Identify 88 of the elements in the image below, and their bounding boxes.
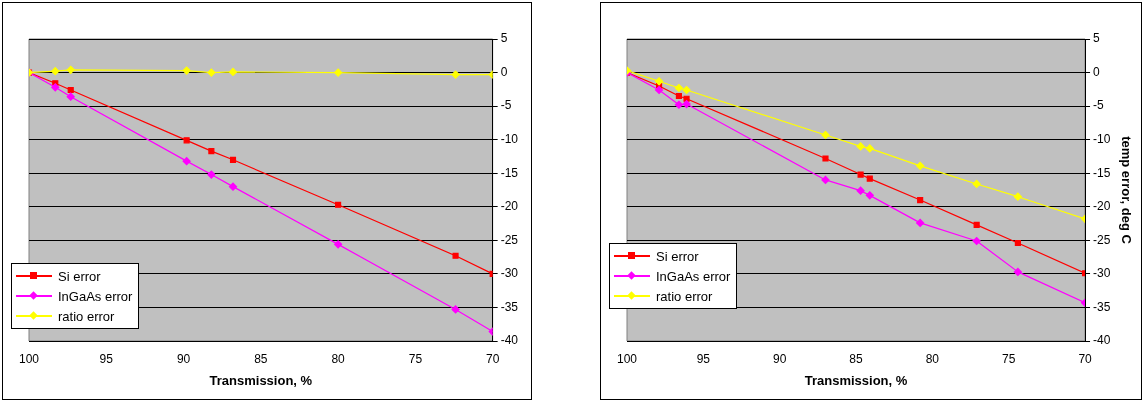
y-tick-label: -20 — [500, 199, 519, 214]
point — [857, 171, 864, 178]
legend-label: InGaAs error — [656, 268, 731, 284]
x-tick-label: 75 — [1002, 351, 1016, 366]
x-tick-label: 70 — [485, 351, 500, 366]
y-tick-label: -10 — [1093, 131, 1111, 146]
y-tick-label: -15 — [1093, 165, 1111, 180]
point — [334, 68, 343, 77]
x-tick-label: 90 — [773, 351, 787, 366]
point — [51, 83, 60, 92]
point — [228, 182, 238, 191]
legend-label: Si error — [58, 268, 101, 284]
x-tick-label: 85 — [849, 351, 864, 366]
y-tick-label: 0 — [1093, 64, 1101, 79]
x-tick-label: 85 — [254, 351, 268, 366]
point — [229, 156, 237, 163]
x-tick-label: 95 — [99, 351, 114, 366]
point — [865, 144, 874, 153]
point — [207, 170, 216, 179]
x-tick-label: 80 — [925, 351, 940, 366]
point — [67, 86, 74, 94]
point — [654, 85, 664, 95]
point — [334, 240, 343, 249]
point — [208, 148, 215, 155]
y-tick-label: -35 — [500, 299, 519, 314]
point — [856, 142, 865, 151]
point — [821, 175, 830, 185]
point — [916, 218, 925, 227]
y-axis-title: temp error, deg C — [1118, 136, 1134, 245]
point — [674, 100, 684, 109]
point — [451, 305, 460, 314]
y-tick-label: -35 — [1093, 299, 1111, 314]
y-tick-label: -30 — [500, 266, 519, 281]
point — [682, 100, 691, 109]
point — [228, 67, 238, 76]
point — [1081, 270, 1086, 277]
y-tick-label: -20 — [1093, 199, 1111, 214]
point — [866, 175, 873, 182]
y-tick-label: -10 — [500, 131, 519, 146]
x-tick-label: 90 — [176, 351, 191, 366]
point — [916, 161, 925, 170]
y-tick-label: 5 — [1093, 31, 1101, 46]
point — [452, 252, 459, 259]
point — [66, 65, 75, 74]
y-tick-label: -25 — [500, 232, 519, 247]
legend-label: InGaAs error — [58, 288, 133, 304]
point — [207, 68, 216, 77]
y-tick-label: 5 — [500, 31, 508, 46]
y-tick-label: 0 — [500, 64, 508, 79]
point — [654, 77, 664, 86]
y-tick-label: -40 — [500, 333, 519, 348]
point — [972, 179, 981, 189]
x-axis-title: Transmission, % — [209, 372, 313, 388]
point — [972, 236, 981, 246]
x-tick-label: 100 — [18, 351, 40, 366]
x-tick-label: 70 — [1078, 351, 1093, 366]
point — [917, 196, 924, 204]
point — [1013, 192, 1022, 201]
x-tick-label: 100 — [616, 351, 638, 366]
legend-label: ratio error — [656, 288, 713, 304]
point — [674, 83, 684, 93]
point — [1014, 239, 1021, 247]
point — [822, 155, 829, 162]
point — [865, 191, 874, 200]
point — [66, 92, 75, 101]
y-tick-label: -25 — [1093, 232, 1111, 247]
y-tick-label: -30 — [1093, 266, 1111, 281]
point — [183, 137, 190, 144]
x-tick-label: 80 — [331, 351, 346, 366]
point — [51, 67, 60, 76]
legend-label: Si error — [656, 248, 699, 264]
point — [335, 201, 342, 208]
point — [182, 157, 191, 166]
point — [856, 186, 865, 195]
point — [451, 70, 460, 79]
x-tick-label: 75 — [408, 351, 423, 366]
x-tick-label: 95 — [696, 351, 711, 366]
y-tick-label: -15 — [500, 165, 519, 180]
point — [973, 221, 980, 228]
y-tick-label: -5 — [1093, 98, 1105, 113]
legend-label: ratio error — [58, 308, 115, 324]
y-tick-label: -40 — [1093, 333, 1111, 348]
point — [182, 66, 191, 75]
x-axis-title: Transmission, % — [804, 372, 908, 388]
point — [675, 92, 682, 100]
point — [1013, 267, 1022, 276]
point — [683, 95, 690, 102]
y-tick-label: -5 — [500, 98, 512, 113]
